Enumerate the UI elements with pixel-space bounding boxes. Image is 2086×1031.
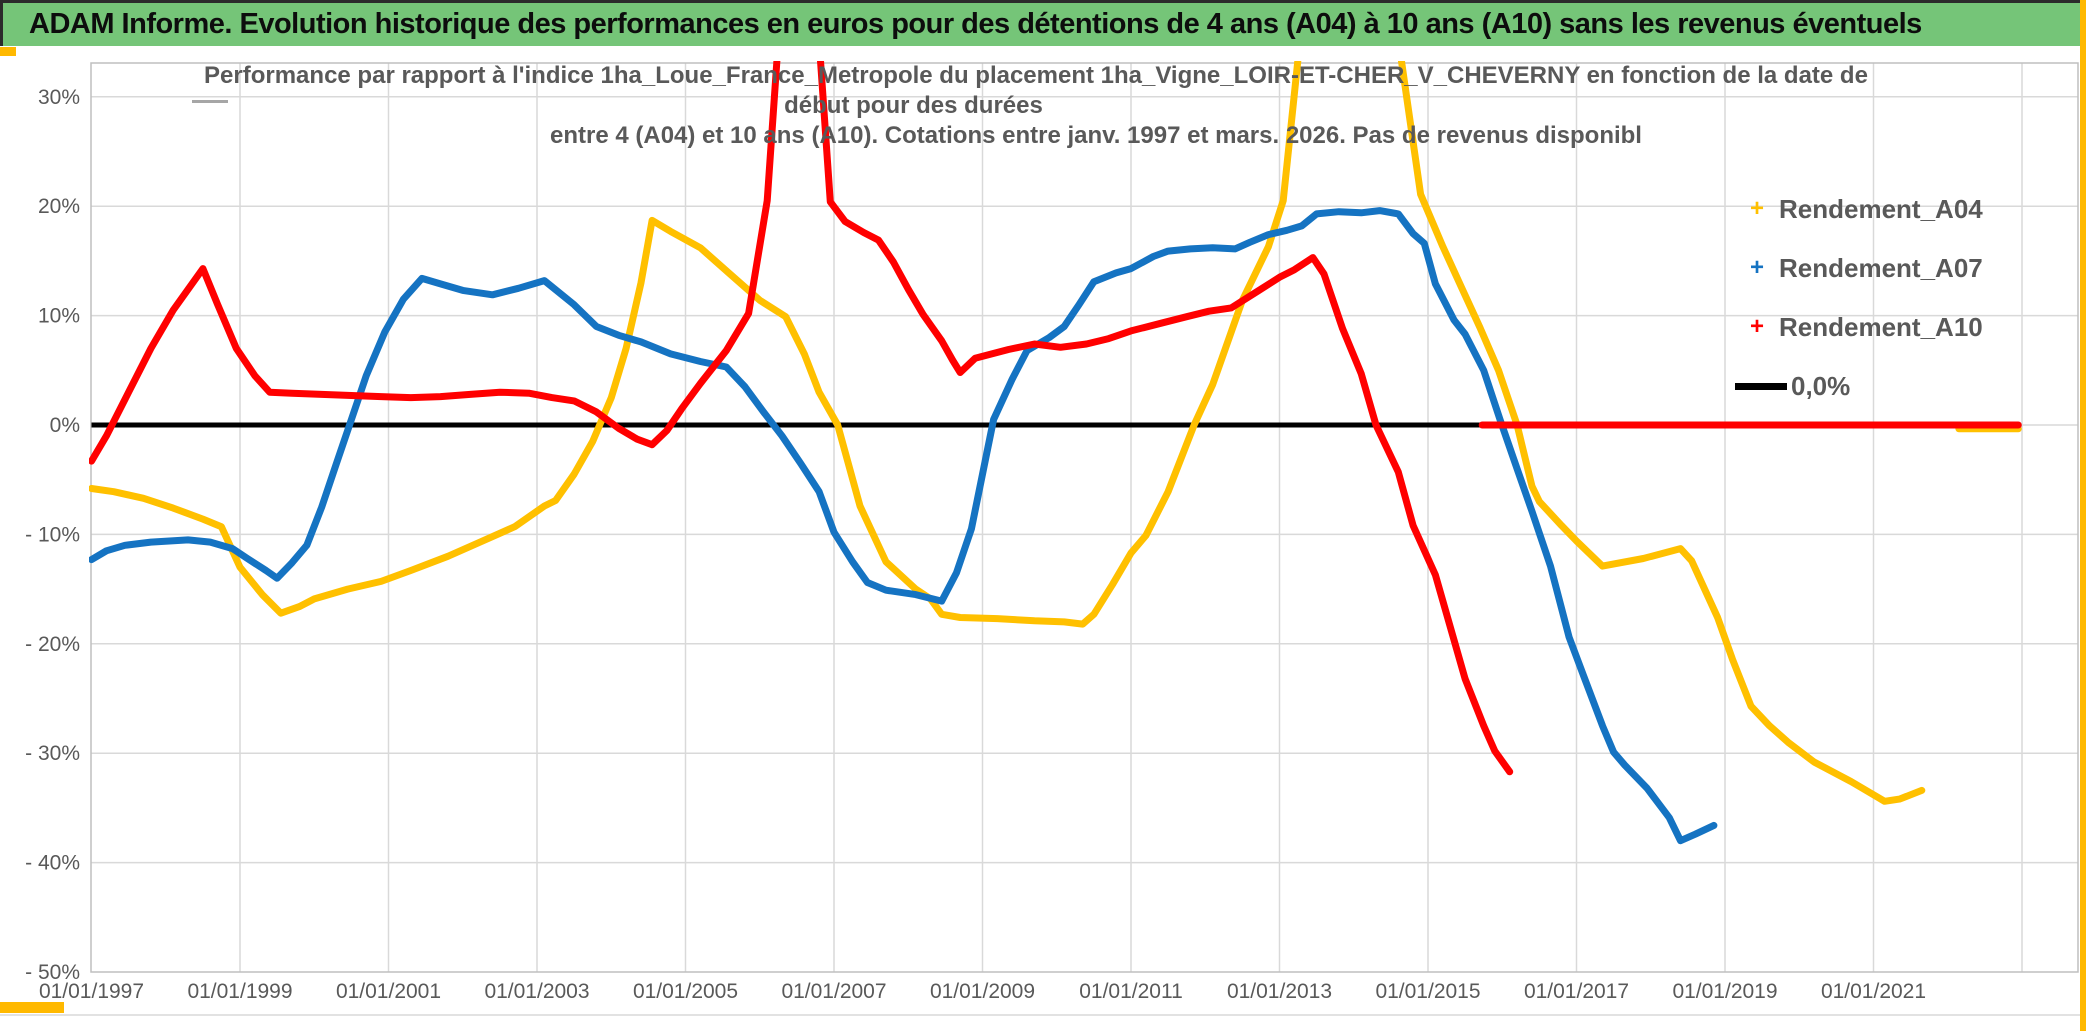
orange-corner-bottom-left (0, 1002, 64, 1013)
x-tick-label: 01/01/2019 (1672, 980, 1777, 1003)
y-tick-label: 20% (38, 195, 80, 218)
title-dash (192, 100, 228, 103)
orange-right-border (2080, 0, 2086, 1031)
x-tick-label: 01/01/2003 (484, 980, 589, 1003)
y-tick-label: - 10% (25, 523, 80, 546)
plot-border (90, 62, 2079, 973)
orange-corner-top-left (0, 47, 16, 56)
y-tick-label: - 50% (25, 961, 80, 984)
header-title: ADAM Informe. Evolution historique des p… (29, 8, 1922, 40)
bottom-divider (0, 1014, 2086, 1016)
x-tick-label: 01/01/2005 (633, 980, 738, 1003)
legend-item-rendement-a10[interactable]: + Rendement_A10 (1735, 306, 1983, 348)
chart-title-line-1: Performance par rapport à l'indice 1ha_L… (204, 62, 1868, 89)
x-tick-label: 01/01/2021 (1821, 980, 1926, 1003)
chart-title-line-3: entre 4 (A04) et 10 ans (A10). Cotations… (550, 122, 1642, 149)
zero-line-swatch (1735, 382, 1787, 390)
legend-item-zero-line[interactable]: 0,0% (1735, 365, 1983, 407)
x-tick-label: 01/01/1999 (187, 980, 292, 1003)
legend-item-rendement-a04[interactable]: + Rendement_A04 (1735, 188, 1983, 230)
y-tick-label: - 20% (25, 633, 80, 656)
plus-marker-icon: + (1749, 195, 1764, 222)
x-tick-label: 01/01/2007 (781, 980, 886, 1003)
y-tick-label: - 40% (25, 852, 80, 875)
chart-legend: + Rendement_A04 + Rendement_A07 + Rendem… (1735, 188, 1983, 424)
x-tick-label: 01/01/2011 (1079, 980, 1183, 1003)
x-tick-label: 01/01/2009 (930, 980, 1035, 1003)
chart-title-line-2: début pour des durées (784, 92, 1043, 119)
legend-item-rendement-a07[interactable]: + Rendement_A07 (1735, 247, 1983, 289)
plus-marker-icon: + (1749, 313, 1764, 340)
top-border (0, 0, 2086, 3)
series-rendement-a04 (89, 61, 1926, 805)
y-tick-label: 0% (50, 414, 80, 437)
plus-marker-icon: + (1749, 254, 1764, 281)
y-tick-label: 30% (38, 86, 80, 109)
x-tick-label: 01/01/2013 (1227, 980, 1332, 1003)
x-tick-label: 01/01/2001 (336, 980, 441, 1003)
x-tick-label: 01/01/2015 (1375, 980, 1480, 1003)
series-rendement-a10 (89, 61, 1514, 776)
header-bar: ADAM Informe. Evolution historique des p… (0, 3, 2083, 46)
x-tick-label: 01/01/1997 (39, 980, 144, 1003)
x-tick-label: 01/01/2017 (1524, 980, 1629, 1003)
y-tick-label: 10% (38, 305, 80, 328)
y-tick-label: - 30% (25, 742, 80, 765)
